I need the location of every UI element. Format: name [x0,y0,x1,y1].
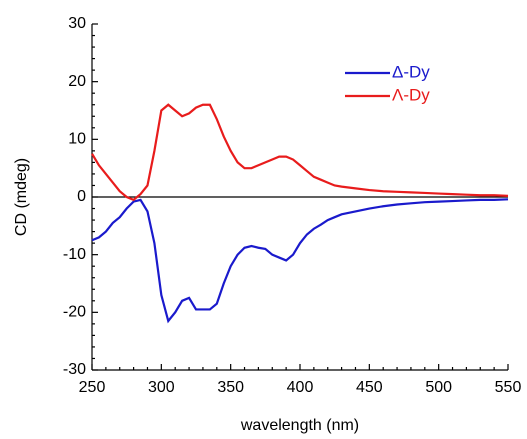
x-tick-label: 350 [217,379,244,396]
y-tick-label: 0 [77,188,86,205]
data-line [91,103,509,202]
x-tick-label: 400 [287,379,314,396]
y-tick-label: -10 [63,246,86,263]
data-line [91,198,509,324]
legend-label: Λ-Dy [392,85,430,104]
x-tick-label: 250 [79,379,106,396]
y-tick-label: -30 [63,361,86,378]
y-tick-label: -20 [63,304,86,321]
x-tick-label: 500 [425,379,452,396]
y-tick-label: 20 [68,73,86,90]
y-tick-label: 30 [68,15,86,32]
y-tick-label: 10 [68,131,86,148]
x-tick-label: 550 [495,379,522,396]
y-axis-label: CD (mdeg) [13,158,30,236]
x-tick-label: 450 [356,379,383,396]
x-axis-label: wavelength (nm) [240,417,359,434]
legend-label: Δ-Dy [392,62,430,81]
x-tick-label: 300 [148,379,175,396]
